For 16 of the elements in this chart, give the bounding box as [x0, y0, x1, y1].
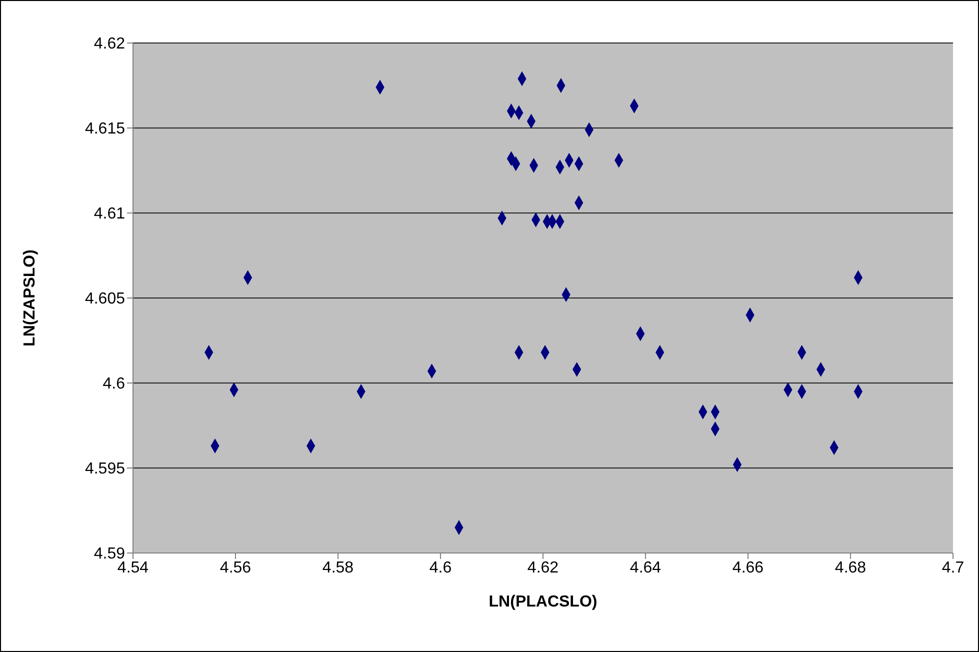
y-tick-label: 4.605 [84, 290, 126, 308]
x-tick-label: 4.56 [220, 559, 252, 576]
x-tick-label: 4.66 [732, 559, 764, 576]
x-tick-label: 4.6 [429, 559, 452, 576]
y-axis-title: LN(ZAPSLO) [22, 250, 39, 346]
y-tick-label: 4.62 [94, 36, 126, 53]
x-axis-title: LN(PLACSLO) [488, 593, 598, 610]
y-tick-label: 4.61 [94, 206, 126, 223]
x-tick-label: 4.58 [322, 559, 354, 576]
x-tick-label: 4.68 [834, 559, 866, 576]
y-tick-label: 4.6 [102, 376, 126, 393]
x-tick-label: 4.7 [942, 559, 964, 576]
y-tick-label: 4.595 [84, 460, 126, 478]
y-tick-label: 4.615 [84, 120, 126, 138]
x-tick-label: 4.64 [630, 559, 662, 576]
x-tick-label: 4.62 [527, 559, 559, 576]
